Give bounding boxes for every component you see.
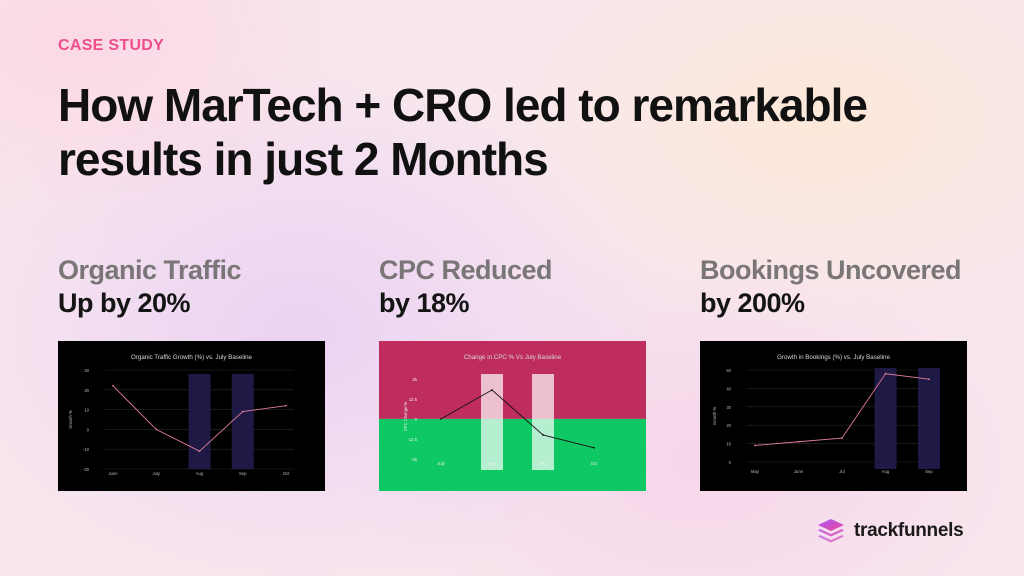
x-tick-label: Aug xyxy=(488,461,496,466)
x-tick-label: June xyxy=(108,471,118,476)
stat-label: Organic Traffic xyxy=(58,255,242,285)
data-point xyxy=(754,444,756,447)
y-tick-label: 12.5 xyxy=(409,397,418,402)
y-tick-label: 10 xyxy=(726,442,731,447)
stacked-layers-icon xyxy=(818,519,844,543)
stat-cpc-reduced: CPC Reduced by 18% xyxy=(379,254,679,320)
y-tick-label: -25 xyxy=(411,457,418,462)
data-point xyxy=(112,384,114,387)
highlight-bar xyxy=(188,374,211,469)
stat-bookings-uncovered: Bookings Uncovered by 200% xyxy=(700,254,1000,320)
data-point xyxy=(155,428,158,431)
highlight-bar xyxy=(532,374,554,470)
stat-organic-traffic: Organic Traffic Up by 20% xyxy=(58,254,358,320)
brand-name: trackfunnels xyxy=(854,520,964,541)
data-point xyxy=(841,437,843,439)
data-point xyxy=(198,450,201,453)
y-tick-label: 25 xyxy=(412,377,417,382)
highlight-bar xyxy=(481,374,503,470)
data-point xyxy=(542,434,544,436)
x-tick-label: Sep xyxy=(539,461,547,466)
organic-traffic-chart: Organic Traffic Growth (%) vs. July Base… xyxy=(58,341,325,491)
stat-value: by 18% xyxy=(379,288,470,318)
y-tick-label: 20 xyxy=(84,388,89,393)
x-tick-label: June xyxy=(794,469,804,474)
data-point xyxy=(884,372,887,375)
y-tick-label: 0 xyxy=(729,460,732,465)
y-axis-label: Growth % xyxy=(68,410,73,429)
stat-label: CPC Reduced xyxy=(379,255,553,285)
x-tick-label: July xyxy=(437,461,445,466)
y-tick-label: 0 xyxy=(87,427,90,432)
data-point xyxy=(241,410,244,413)
chart-background-top xyxy=(379,341,646,419)
organic-traffic-chart-svg: Organic Traffic Growth (%) vs. July Base… xyxy=(58,341,325,491)
data-point xyxy=(928,378,930,381)
x-tick-label: Aug xyxy=(882,469,890,474)
stat-value: Up by 20% xyxy=(58,288,191,318)
chart-title: Organic Traffic Growth (%) vs. July Base… xyxy=(131,354,252,361)
brand-logo: trackfunnels xyxy=(816,517,964,545)
data-point xyxy=(285,404,287,407)
y-tick-label: 20 xyxy=(726,423,731,428)
y-tick-label: 30 xyxy=(84,368,89,373)
cpc-change-chart-svg: Change in CPC % Vs July Baseline 25 12.5 0 -… xyxy=(379,341,646,491)
data-point xyxy=(440,418,442,420)
chart-background-bottom xyxy=(379,418,646,491)
y-axis-label: Growth % xyxy=(712,407,717,426)
x-tick-label: July xyxy=(153,471,161,476)
x-tick-label: May xyxy=(751,469,760,474)
chart-title: Growth in Bookings (%) vs. July Baseline xyxy=(777,354,890,361)
x-tick-label: Oct xyxy=(283,471,290,476)
x-tick-label: Sep xyxy=(239,471,247,476)
data-point xyxy=(797,440,800,443)
y-tick-label: 30 xyxy=(726,405,731,410)
cpc-change-chart: Change in CPC % Vs July Baseline 25 12.5 0 -… xyxy=(379,341,646,491)
x-tick-label: Aug xyxy=(196,471,204,476)
page-title: How MarTech + CRO led to remarkable resu… xyxy=(58,79,868,185)
bookings-growth-chart-svg: Growth in Bookings (%) vs. July Baseline… xyxy=(700,341,967,491)
y-tick-label: 50 xyxy=(726,368,731,373)
y-tick-label: -10 xyxy=(83,447,90,452)
y-axis-label: CPC Change % xyxy=(403,401,408,431)
data-point xyxy=(593,446,595,449)
eyebrow-label: CASE STUDY xyxy=(58,37,165,54)
y-tick-label: 10 xyxy=(84,408,89,413)
x-tick-label: Jul xyxy=(839,469,844,474)
chart-title: Change in CPC % Vs July Baseline xyxy=(464,354,562,361)
x-tick-label: Sep xyxy=(925,469,933,474)
y-tick-label: 0 xyxy=(415,417,418,422)
y-tick-label: 40 xyxy=(726,386,731,391)
highlight-bar xyxy=(918,368,940,469)
y-tick-label: -12.5 xyxy=(407,437,417,442)
data-point xyxy=(491,389,493,391)
highlight-bar xyxy=(874,368,897,469)
series-line xyxy=(440,389,595,449)
highlight-bar xyxy=(231,374,254,469)
y-tick-label: -20 xyxy=(83,467,90,472)
bookings-growth-chart: Growth in Bookings (%) vs. July Baseline… xyxy=(700,341,967,491)
stat-value: by 200% xyxy=(700,288,805,318)
x-tick-label: Oct xyxy=(591,461,598,466)
stat-label: Bookings Uncovered xyxy=(700,255,962,285)
